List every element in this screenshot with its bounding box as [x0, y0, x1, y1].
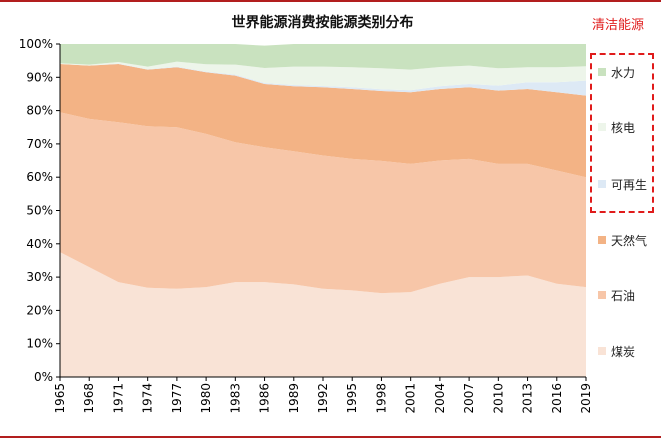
legend-swatch — [598, 68, 606, 76]
x-tick-label: 1992 — [316, 383, 330, 414]
y-tick-label: 80% — [26, 104, 53, 118]
x-tick-label: 2007 — [462, 383, 476, 414]
y-tick-label: 20% — [26, 303, 53, 317]
legend-swatch — [598, 347, 606, 355]
chart-title: 世界能源消费按能源类别分布 — [231, 15, 414, 31]
legend-swatch — [598, 291, 606, 299]
area-series-2 — [60, 63, 586, 178]
y-tick-label: 30% — [26, 270, 53, 284]
x-tick-label: 1989 — [287, 383, 301, 414]
legend-item-renewable: 可再生 — [598, 177, 648, 192]
legend-swatch — [598, 123, 606, 131]
x-tick-label: 1974 — [141, 383, 155, 414]
x-tick-label: 2010 — [491, 383, 505, 414]
x-tick-label: 1968 — [82, 383, 96, 414]
x-tick-label: 1986 — [258, 383, 272, 414]
x-tick-label: 1998 — [374, 383, 388, 414]
legend-label: 水力 — [611, 65, 636, 80]
area-series-1 — [60, 112, 586, 294]
y-tick-label: 60% — [26, 170, 53, 184]
area-series-5 — [60, 44, 586, 70]
legend-item-nuclear: 核电 — [598, 120, 636, 135]
legend-item-coal: 煤炭 — [598, 344, 636, 359]
legend-label: 石油 — [611, 288, 636, 303]
y-tick-label: 10% — [26, 337, 53, 351]
area-series-4 — [60, 61, 586, 91]
x-tick-label: 2013 — [521, 383, 535, 414]
y-tick-label: 40% — [26, 237, 53, 251]
x-tick-label: 1977 — [170, 383, 184, 414]
area-series-3 — [60, 63, 586, 96]
area-series-0 — [60, 252, 586, 377]
y-tick-label: 90% — [26, 70, 53, 84]
y-tick-label: 100% — [19, 37, 53, 51]
clean-energy-box — [590, 53, 654, 213]
x-tick-label: 2019 — [579, 383, 593, 414]
x-tick-label: 2001 — [404, 383, 418, 414]
legend-item-oil: 石油 — [598, 288, 636, 303]
x-tick-label: 1995 — [345, 383, 359, 414]
legend-item-gas: 天然气 — [598, 233, 648, 248]
x-tick-label: 1980 — [199, 383, 213, 414]
legend-swatch — [598, 180, 606, 188]
y-tick-label: 50% — [26, 204, 53, 218]
x-tick-label: 1971 — [111, 383, 125, 414]
x-tick-label: 1965 — [53, 383, 67, 414]
legend-label: 可再生 — [611, 177, 648, 192]
legend-label: 核电 — [611, 120, 636, 135]
y-tick-label: 0% — [34, 370, 53, 384]
x-tick-label: 2004 — [433, 383, 447, 414]
clean-energy-label: 清洁能源 — [592, 18, 645, 33]
y-tick-label: 70% — [26, 137, 53, 151]
legend-item-hydro: 水力 — [598, 65, 636, 80]
x-tick-label: 1983 — [228, 383, 242, 414]
legend-label: 天然气 — [611, 233, 648, 248]
x-tick-label: 2016 — [550, 383, 564, 414]
legend-swatch — [598, 236, 606, 244]
legend-label: 煤炭 — [611, 344, 636, 359]
